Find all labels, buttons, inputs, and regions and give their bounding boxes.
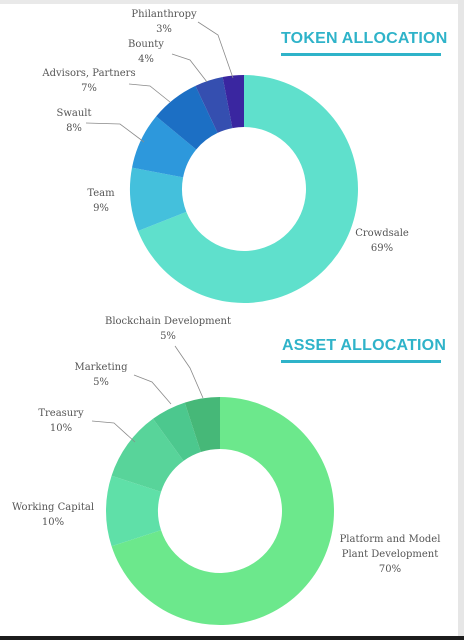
donut-1-leader-3 <box>133 374 172 405</box>
donut-1-slice-1 <box>106 475 162 547</box>
donut-0-slice-3 <box>156 85 218 150</box>
donut-0-slice-0 <box>138 75 358 303</box>
frame-edge-top <box>0 0 464 4</box>
donut-1-value-4: 5% <box>160 331 176 342</box>
donut-1-label-4: Blockchain Development <box>105 316 231 327</box>
donut-1-label-3: Marketing <box>74 362 128 373</box>
token-allocation-title: TOKEN ALLOCATION <box>281 30 448 47</box>
donut-1-value-2: 10% <box>50 423 72 434</box>
donut-0-slice-1 <box>129 167 187 231</box>
asset-allocation-donut: Platform and Model Plant Development 70% Wo… <box>12 316 440 625</box>
donut-1-label-1: Working Capital <box>12 502 94 513</box>
donut-1-value-0: 70% <box>379 564 401 575</box>
token-allocation-underline <box>281 53 441 56</box>
donut-1-slice-2 <box>111 418 184 492</box>
donut-1-leader-2 <box>91 420 136 443</box>
donut-1-slice-3 <box>152 402 201 461</box>
donut-0-slice-2 <box>132 116 197 178</box>
asset-allocation-underline <box>281 360 441 363</box>
asset-allocation-title: ASSET ALLOCATION <box>282 337 447 354</box>
frame-edge-right <box>458 0 464 640</box>
donut-1-leader-4 <box>174 345 204 399</box>
donut-0-value-2: 8% <box>66 123 82 134</box>
donut-0-value-5: 3% <box>156 24 172 35</box>
donut-0-label-4: Bounty <box>128 39 164 50</box>
donut-1-slice-4 <box>184 397 220 453</box>
donut-0-label-0: Crowdsale <box>355 228 409 239</box>
donut-1-label-2: Treasury <box>38 408 84 419</box>
donut-1-value-1: 10% <box>42 517 64 528</box>
token-allocation-donut: Crowdsale 69% Team 9% Swault 8% Advisors, Part… <box>41 9 409 303</box>
donut-1-value-3: 5% <box>93 377 109 388</box>
donut-1-label-0-line-0: Platform and Model <box>340 534 441 545</box>
donut-0-label-1: Team <box>87 188 115 199</box>
donut-0-leader-4 <box>171 53 208 83</box>
donut-0-leader-2 <box>85 122 145 143</box>
donut-0-value-4: 4% <box>138 54 154 65</box>
donut-1-label-0-line-1: Plant Development <box>342 549 439 560</box>
frame-edge-bottom <box>0 636 464 640</box>
donut-0-leader-3 <box>128 83 171 103</box>
donut-0-value-0: 69% <box>371 243 393 254</box>
donut-0-label-3: Advisors, Partners <box>41 68 135 79</box>
donut-1-slice-0 <box>111 397 334 625</box>
donut-0-label-5: Philanthropy <box>131 9 197 20</box>
donut-0-label-2: Swault <box>56 108 91 119</box>
donut-0-value-1: 9% <box>93 203 109 214</box>
donut-0-slice-5 <box>222 75 244 129</box>
donut-0-value-3: 7% <box>81 83 97 94</box>
donut-0-slice-4 <box>195 77 233 133</box>
donut-0-leader-5 <box>197 21 234 79</box>
